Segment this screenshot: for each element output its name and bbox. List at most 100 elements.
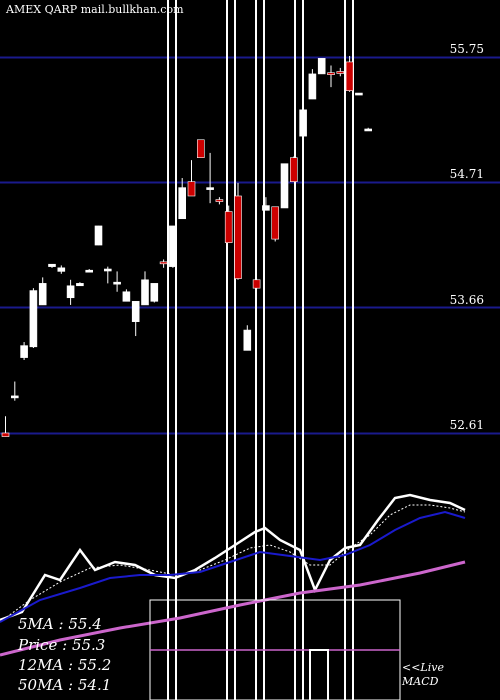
candle-body [224,211,233,243]
candle [355,92,363,96]
candles [1,55,373,437]
ma20-line [0,510,466,623]
candle-body [104,268,112,272]
candle-body [187,181,196,197]
highlight-lines [167,0,354,700]
candle-body [345,61,354,91]
candle-body [178,187,186,220]
legend-label: 12MA [18,656,64,674]
candle-body [76,283,84,287]
candle [20,342,28,360]
chart-title: AMEX QARP mail.bullkhan.com [6,3,184,16]
candle [159,259,168,268]
candle-body [206,187,214,190]
candle [85,269,93,273]
candle [178,178,186,220]
candle [141,271,149,306]
candle-body [1,432,10,437]
candle [94,225,103,246]
candle-body [150,283,159,302]
candle [271,206,280,242]
candle-body [48,263,56,267]
candle [169,225,177,268]
candle-body [215,199,224,202]
price-level-label: 53.66 [449,293,484,307]
candle [66,279,75,305]
candle [364,127,373,132]
legend-price: Price : 55.3 [18,636,106,654]
candle [224,205,233,243]
candle [234,182,242,280]
ma50-line [0,560,466,657]
price-level-label: 52.61 [449,418,484,432]
candle-body [271,206,280,240]
candle-body [159,261,168,265]
candle [336,67,345,77]
candle [197,139,205,158]
candle-body [252,279,261,289]
candle-body [11,395,19,399]
candle-body [20,345,28,358]
candle-body [169,225,177,267]
legend-value: 55.4 [68,615,102,633]
candle-body [197,139,205,158]
price-grid [0,56,500,435]
candle-body [355,92,363,96]
candle [262,197,270,211]
candle-body [289,157,298,182]
legend-value: 54.1 [77,676,112,694]
price-level-label: 55.75 [449,42,484,56]
candle-body [308,73,317,100]
candle [215,197,224,205]
candle-body [364,128,373,132]
candle-body [131,301,140,322]
candle [1,416,10,437]
legend-label: 5MA [18,615,54,633]
candle [57,265,66,274]
candle [308,69,317,100]
price-level-label: 54.71 [449,167,484,181]
candle [76,282,84,287]
candle [122,289,131,302]
candle [289,156,298,182]
macd-label-block: <<Live MACD [402,661,444,689]
candle [11,381,19,401]
macd-bar [309,649,329,700]
candle [206,152,214,204]
candle [327,65,335,88]
candle [113,271,121,292]
candle-body [299,109,307,137]
legend-12ma: 12MA : 55.2 [18,656,112,674]
candle [317,58,326,75]
macd-label: MACD [402,675,439,688]
candle [131,301,140,337]
legend-label: 50MA [18,676,64,694]
candle-body [38,283,47,306]
candle [280,163,289,209]
legend-value: 55.3 [71,636,106,654]
candle-body [262,205,270,211]
candle-body [317,58,326,75]
candle-body [66,285,75,299]
candle [187,160,196,197]
legend-5ma: 5MA : 55.4 [18,615,102,633]
candle-body [29,290,38,348]
legend-value: 55.2 [77,656,112,674]
ma5-line [0,493,466,622]
candle [38,277,47,306]
macd-live-label: <<Live [402,661,444,674]
candle-body [57,267,66,272]
moving-average-lines [0,493,466,657]
candle-body [243,329,252,351]
candle-body [85,269,93,273]
macd-panel [149,599,401,700]
candle [345,55,354,92]
legend-label: Price [18,636,58,654]
candle-body [234,195,242,279]
candle-body [280,163,289,209]
candle [299,109,307,137]
candle-body [327,72,335,76]
candle-body [94,225,103,246]
candle [29,288,38,349]
